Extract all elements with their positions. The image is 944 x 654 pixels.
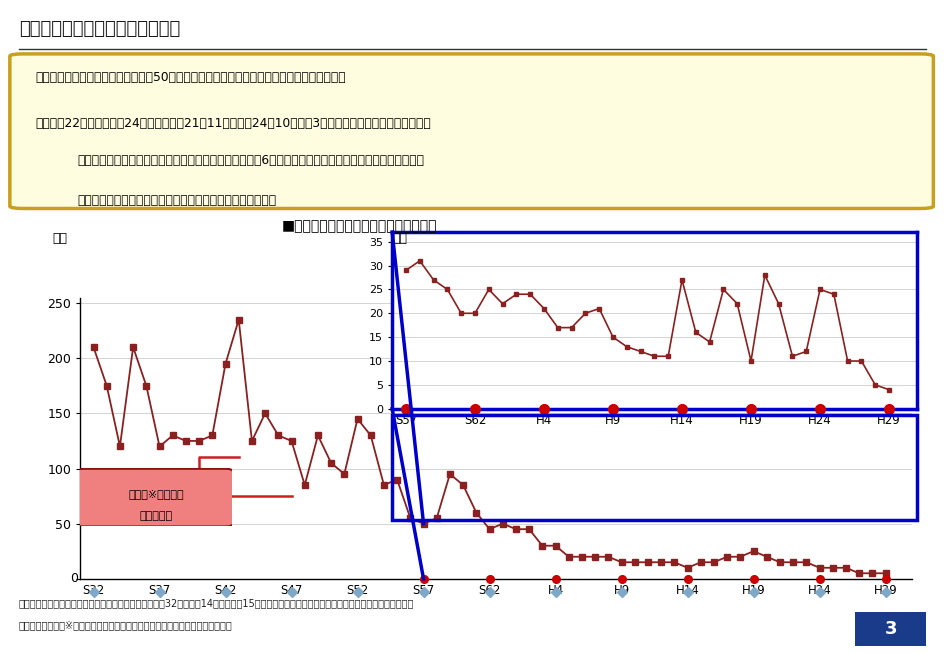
- Text: 3: 3: [884, 620, 896, 638]
- FancyBboxPatch shape: [854, 612, 925, 646]
- Text: 0: 0: [70, 572, 77, 585]
- Text: 出典：農林水産省「漁業・養殖業生産統計年報」（昭和32年～平成14年）、平成15年以降は水産庁調べ（採捕量は、池入数量から輸入量を差し: 出典：農林水産省「漁業・養殖業生産統計年報」（昭和32年～平成14年）、平成15…: [19, 598, 413, 608]
- Text: 理・保護対策等を内容とする「ウナギ緊急対策」を定めた。: 理・保護対策等を内容とする「ウナギ緊急対策」を定めた。: [77, 194, 277, 207]
- FancyBboxPatch shape: [76, 469, 233, 526]
- Text: 〇　シラスウナギの採捕量は、昭和50年代後半以降低水準であり、かつ、減少基調にある。: 〇 シラスウナギの採捕量は、昭和50年代後半以降低水準であり、かつ、減少基調にあ…: [35, 71, 346, 84]
- Text: ■ニホンウナギ稚魚　国内採捕量の推移: ■ニホンウナギ稚魚 国内採捕量の推移: [281, 219, 436, 233]
- Text: トン: トン: [52, 232, 67, 245]
- Text: 不漁となり、池入数量が大きく減少したことから、同年6月、うなぎ養殖業者向け支援やウナギ資源の管: 不漁となり、池入数量が大きく減少したことから、同年6月、うなぎ養殖業者向け支援や…: [77, 154, 425, 167]
- FancyBboxPatch shape: [9, 54, 933, 209]
- Text: 引いて算出。）　※クロコとは、シラスウナギが少し成長して黒色になったもの: 引いて算出。） ※クロコとは、シラスウナギが少し成長して黒色になったもの: [19, 620, 232, 630]
- Text: クロコ※が入って: クロコ※が入って: [128, 489, 183, 499]
- Text: トン: トン: [392, 232, 407, 245]
- Text: 〇　平成22年漁期～平成24年漁期（平成21年11月～平成24年10月）の3漁期連続してシラスウナギ採捕が: 〇 平成22年漁期～平成24年漁期（平成21年11月～平成24年10月）の3漁期…: [35, 116, 430, 129]
- Text: いる可能性: いる可能性: [139, 511, 173, 521]
- Text: シラスウナギの来遊状況について: シラスウナギの来遊状況について: [19, 20, 180, 38]
